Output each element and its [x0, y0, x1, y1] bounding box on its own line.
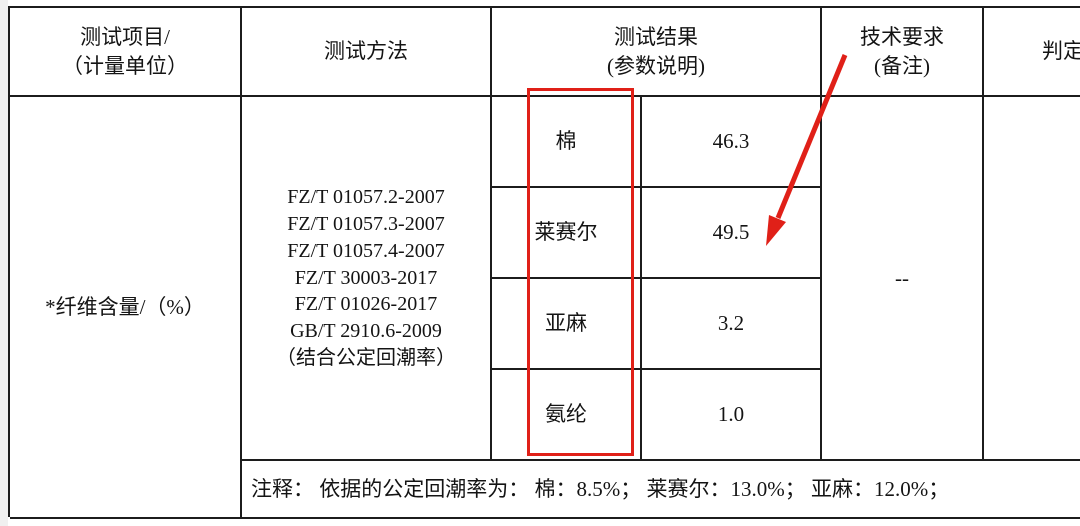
cell-fiber-name: 莱赛尔	[492, 188, 642, 279]
page-left-margin	[0, 0, 8, 526]
cell-fiber-value: 49.5	[642, 188, 822, 279]
test-report-table: 测试项目/ （计量单位） 测试方法 测试结果 (参数说明) 技术要求 (备注) …	[8, 6, 1080, 519]
header-judgment: 判定	[984, 8, 1080, 97]
cell-test-item: *纤维含量/（%）	[10, 97, 242, 519]
header-test-method: 测试方法	[242, 8, 492, 97]
header-test-result: 测试结果 (参数说明)	[492, 8, 822, 97]
cell-tech-requirement: --	[822, 97, 984, 461]
cell-judgment	[984, 97, 1080, 461]
header-test-item: 测试项目/ （计量单位）	[10, 8, 242, 97]
header-tech-requirement: 技术要求 (备注)	[822, 8, 984, 97]
cell-note: 注释： 依据的公定回潮率为： 棉：8.5%； 莱赛尔：13.0%； 亚麻：12.…	[242, 461, 1080, 519]
cell-fiber-value: 1.0	[642, 370, 822, 461]
cell-fiber-value: 46.3	[642, 97, 822, 188]
cell-fiber-name: 亚麻	[492, 279, 642, 370]
cell-fiber-name: 氨纶	[492, 370, 642, 461]
cell-test-methods: FZ/T 01057.2-2007 FZ/T 01057.3-2007 FZ/T…	[242, 97, 492, 461]
cell-fiber-value: 3.2	[642, 279, 822, 370]
cell-fiber-name: 棉	[492, 97, 642, 188]
